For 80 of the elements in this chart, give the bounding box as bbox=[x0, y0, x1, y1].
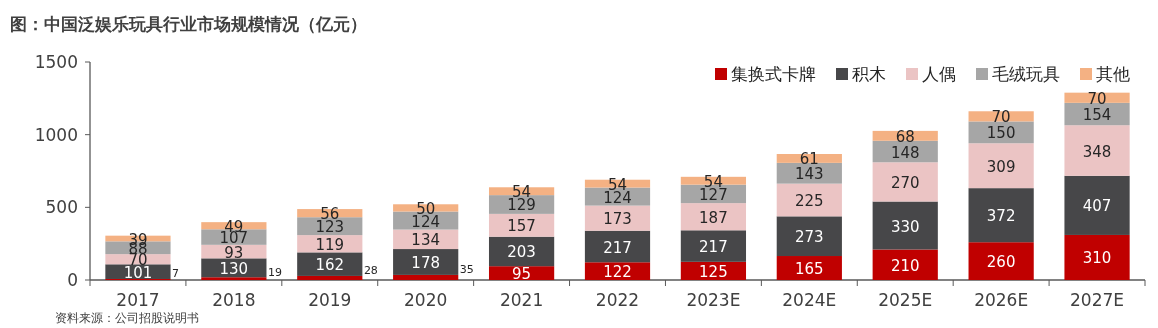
data-label: 187 bbox=[699, 208, 728, 227]
data-label: 148 bbox=[890, 143, 920, 162]
data-label: 273 bbox=[795, 228, 824, 247]
data-label: 95 bbox=[512, 265, 532, 284]
x-tick-label: 2022 bbox=[595, 290, 640, 310]
data-label: 134 bbox=[411, 231, 440, 250]
y-tick-label: 500 bbox=[45, 197, 78, 218]
data-label: 125 bbox=[699, 262, 728, 281]
data-label: 260 bbox=[986, 253, 1016, 272]
bar bbox=[872, 201, 938, 250]
bar bbox=[1064, 125, 1130, 176]
bar bbox=[297, 275, 363, 280]
data-label: 173 bbox=[603, 210, 632, 229]
bar bbox=[680, 230, 747, 262]
bar bbox=[297, 252, 363, 276]
bar bbox=[393, 274, 459, 280]
bar bbox=[1064, 234, 1130, 280]
bar bbox=[584, 205, 651, 231]
data-label: 407 bbox=[1082, 197, 1112, 216]
data-label: 93 bbox=[224, 243, 244, 262]
text: 资料来源：公司招股说明书 bbox=[55, 311, 199, 325]
x-tick-label: 2026E bbox=[974, 290, 1029, 310]
data-label: 70 bbox=[991, 108, 1011, 127]
data-label: 154 bbox=[1082, 106, 1112, 125]
data-label: 217 bbox=[603, 238, 632, 257]
legend-label: 人偶 bbox=[922, 64, 956, 84]
data-label: 162 bbox=[315, 256, 345, 275]
data-label: 150 bbox=[986, 124, 1016, 143]
x-tick-label: 2019 bbox=[308, 290, 352, 310]
y-tick-label: 1500 bbox=[34, 52, 78, 72]
bar bbox=[393, 249, 459, 275]
x-tick-label: 2020 bbox=[404, 290, 448, 310]
bar bbox=[968, 188, 1034, 243]
data-label: 7 bbox=[172, 267, 180, 281]
bar bbox=[776, 216, 842, 257]
bar bbox=[680, 203, 747, 231]
x-tick-label: 2024E bbox=[782, 290, 837, 310]
legend-label: 集换式卡牌 bbox=[731, 64, 816, 84]
x-tick-label: 2027E bbox=[1070, 290, 1125, 310]
data-label: 178 bbox=[411, 253, 440, 272]
data-label: 330 bbox=[890, 217, 920, 236]
legend-label: 积木 bbox=[852, 64, 886, 84]
y-tick-label: 0 bbox=[67, 270, 78, 290]
chart-title: 图：中国泛娱乐玩具行业市场规模情况（亿元） bbox=[10, 14, 367, 34]
data-label: 122 bbox=[603, 263, 632, 282]
data-label: 165 bbox=[795, 260, 824, 279]
data-label: 309 bbox=[986, 157, 1016, 176]
bar bbox=[968, 143, 1034, 189]
bar bbox=[488, 213, 555, 237]
data-label: 68 bbox=[895, 127, 915, 146]
legend-label: 其他 bbox=[1096, 64, 1130, 84]
data-label: 203 bbox=[507, 243, 536, 262]
data-label: 217 bbox=[699, 238, 728, 257]
x-tick-label: 2018 bbox=[212, 290, 256, 310]
x-tick-label: 2017 bbox=[116, 290, 160, 310]
bar bbox=[968, 242, 1034, 280]
bar bbox=[872, 249, 938, 280]
data-label: 35 bbox=[459, 263, 474, 277]
x-tick-label: 2023E bbox=[686, 290, 741, 310]
bar bbox=[872, 162, 938, 202]
bar bbox=[1064, 175, 1130, 235]
data-label: 157 bbox=[507, 217, 536, 236]
data-label: 143 bbox=[795, 165, 824, 184]
data-label: 119 bbox=[315, 235, 345, 254]
legend-label: 毛绒玩具 bbox=[992, 64, 1060, 84]
data-label: 270 bbox=[890, 173, 920, 192]
data-label: 70 bbox=[1087, 89, 1107, 108]
bar bbox=[584, 230, 651, 263]
data-label: 348 bbox=[1082, 142, 1112, 161]
data-label: 19 bbox=[267, 265, 282, 279]
data-label: 225 bbox=[795, 191, 824, 210]
y-tick-label: 1000 bbox=[34, 124, 78, 145]
data-label: 28 bbox=[363, 264, 378, 278]
x-tick-label: 2025E bbox=[878, 290, 933, 310]
data-label: 310 bbox=[1082, 249, 1112, 268]
x-tick-label: 2021 bbox=[499, 290, 544, 310]
data-label: 210 bbox=[890, 256, 920, 275]
bar bbox=[201, 277, 267, 280]
data-label: 130 bbox=[219, 259, 249, 278]
data-label: 372 bbox=[986, 207, 1016, 226]
